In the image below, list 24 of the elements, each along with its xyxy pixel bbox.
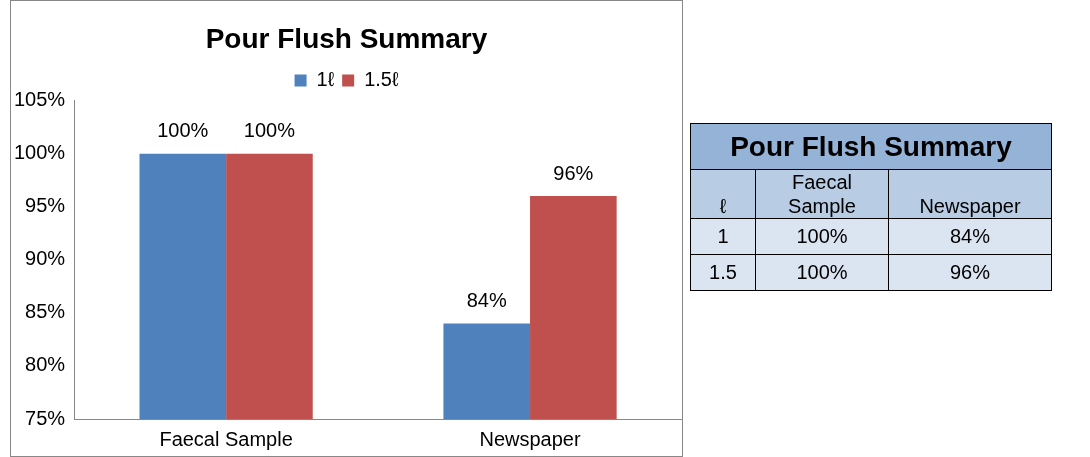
text: 1.5 (690, 254, 756, 291)
data-label: 100% (243, 119, 296, 142)
chart-title: Pour Flush Summary (205, 22, 488, 54)
text: 1 (690, 218, 756, 255)
y-tick-label: 100% (14, 141, 66, 164)
y-tick-label: 75% (25, 406, 66, 429)
text: ℓ (690, 169, 756, 219)
data-label: 100% (157, 119, 209, 142)
y-tick-label: 90% (25, 247, 66, 270)
text: Faecal Sample (755, 169, 889, 219)
text: Pour Flush Summary (690, 123, 1052, 170)
text: 96% (888, 254, 1052, 291)
text: 100% (755, 254, 889, 291)
data-label: 96% (553, 161, 594, 184)
text: Newspaper (888, 169, 1052, 219)
legend-label: 1.5ℓ (364, 68, 399, 91)
text: 100% (755, 218, 889, 255)
data-label: 84% (466, 289, 507, 311)
y-tick-label: 80% (25, 353, 66, 376)
text: 84% (888, 218, 1052, 255)
legend-label: 1ℓ (316, 68, 335, 91)
y-tick-label: 95% (25, 194, 66, 217)
y-tick-label: 105% (14, 88, 66, 111)
y-tick-label: 85% (25, 300, 66, 323)
